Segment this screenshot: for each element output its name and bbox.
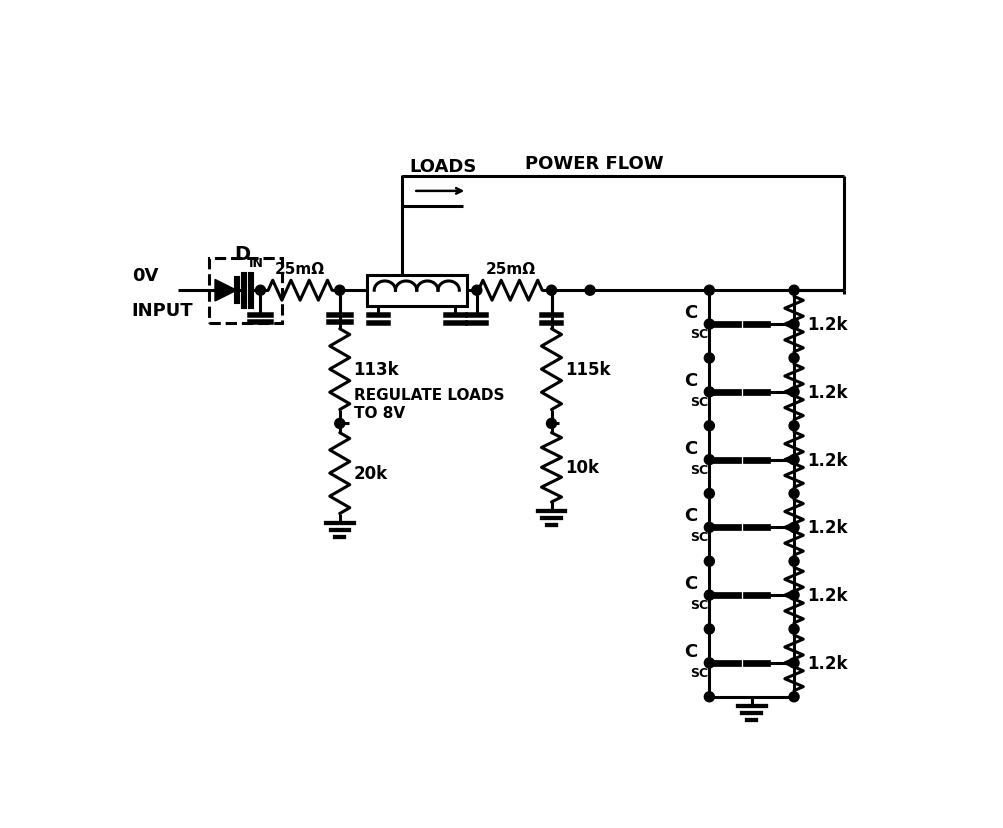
Polygon shape	[215, 280, 237, 301]
Circle shape	[585, 286, 595, 296]
Circle shape	[471, 286, 481, 296]
Circle shape	[704, 658, 714, 668]
Circle shape	[704, 624, 714, 634]
Circle shape	[788, 320, 798, 330]
Text: POWER FLOW: POWER FLOW	[525, 155, 663, 172]
Text: SC: SC	[689, 396, 707, 408]
Text: C: C	[684, 642, 697, 660]
Circle shape	[704, 489, 714, 499]
Circle shape	[788, 556, 798, 566]
FancyBboxPatch shape	[366, 276, 466, 306]
Circle shape	[788, 590, 798, 600]
Text: C: C	[684, 304, 697, 321]
Text: 1.2k: 1.2k	[806, 383, 847, 402]
Text: C: C	[684, 439, 697, 457]
Text: 1.2k: 1.2k	[806, 451, 847, 469]
Circle shape	[788, 421, 798, 431]
Circle shape	[788, 624, 798, 634]
Text: IN: IN	[249, 258, 264, 270]
Circle shape	[704, 455, 714, 465]
Text: SC: SC	[689, 328, 707, 341]
Circle shape	[704, 522, 714, 532]
Circle shape	[788, 354, 798, 363]
Text: SC: SC	[689, 531, 707, 544]
Text: 1.2k: 1.2k	[806, 586, 847, 604]
Text: 25mΩ: 25mΩ	[484, 262, 535, 277]
Text: SC: SC	[689, 667, 707, 679]
Text: 0V: 0V	[131, 267, 158, 285]
Text: 1.2k: 1.2k	[806, 315, 847, 334]
Circle shape	[334, 419, 344, 429]
Text: SC: SC	[689, 599, 707, 611]
Circle shape	[788, 388, 798, 397]
Circle shape	[704, 556, 714, 566]
Circle shape	[704, 320, 714, 330]
Text: REGULATE LOADS
TO 8V: REGULATE LOADS TO 8V	[353, 388, 504, 420]
Text: C: C	[684, 371, 697, 389]
Text: 10k: 10k	[565, 459, 599, 477]
Circle shape	[788, 522, 798, 532]
Text: 113k: 113k	[353, 361, 399, 378]
Circle shape	[704, 692, 714, 702]
Text: 1.2k: 1.2k	[806, 654, 847, 672]
Text: C: C	[684, 507, 697, 525]
Circle shape	[788, 286, 798, 296]
Circle shape	[546, 419, 556, 429]
Circle shape	[704, 421, 714, 431]
Text: D: D	[234, 245, 250, 264]
Text: 115k: 115k	[565, 361, 610, 378]
Circle shape	[788, 692, 798, 702]
Text: SC: SC	[689, 463, 707, 476]
Circle shape	[704, 286, 714, 296]
Text: C: C	[684, 575, 697, 592]
Circle shape	[788, 489, 798, 499]
Circle shape	[546, 286, 556, 296]
Text: 25mΩ: 25mΩ	[275, 262, 325, 277]
Circle shape	[788, 658, 798, 668]
Circle shape	[334, 286, 344, 296]
Text: 20k: 20k	[353, 465, 387, 483]
Text: 1.2k: 1.2k	[806, 519, 847, 537]
Circle shape	[704, 590, 714, 600]
Text: INPUT: INPUT	[131, 302, 194, 320]
Circle shape	[704, 354, 714, 363]
Circle shape	[788, 455, 798, 465]
Circle shape	[255, 286, 265, 296]
Text: LOADS: LOADS	[409, 157, 476, 176]
Circle shape	[704, 388, 714, 397]
